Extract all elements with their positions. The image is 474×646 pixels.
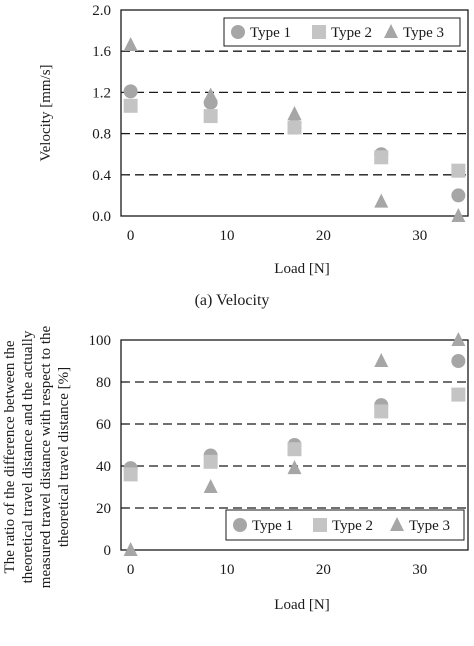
chart-caption: (a) Velocity <box>195 292 270 309</box>
data-point-square <box>451 163 466 178</box>
x-tick-labels: 0 10 20 30 <box>127 562 427 578</box>
x-tick-label: 10 <box>220 562 235 578</box>
data-point-triangle <box>287 106 302 121</box>
data-point-triangle <box>374 193 389 208</box>
y-tick-label: 0 <box>104 543 112 559</box>
data-point-square <box>123 98 138 113</box>
y-tick-label: 40 <box>96 459 111 475</box>
data-point-square <box>451 387 466 402</box>
data-point-triangle <box>203 479 218 493</box>
data-point-circle <box>451 354 466 368</box>
plot-frame <box>120 339 469 551</box>
y-tick-label: 2.0 <box>92 3 111 19</box>
legend-box <box>223 17 461 47</box>
data-point-triangle <box>123 542 138 556</box>
data-point-triangle <box>451 208 466 222</box>
y-tick-label: 100 <box>89 333 112 349</box>
legend: Type 1 Type 2 Type 3 <box>225 509 465 541</box>
data-points <box>123 37 466 222</box>
x-tick-label: 0 <box>127 228 135 244</box>
x-tick-labels: 0 10 20 30 <box>127 228 427 244</box>
legend-marker-circle <box>233 518 247 532</box>
data-point-triangle <box>374 353 389 367</box>
y-axis-label: The ratio of the difference between the … <box>2 325 72 588</box>
legend-label: Type 1 <box>250 25 291 41</box>
data-point-triangle <box>451 332 466 346</box>
legend-label: Type 3 <box>409 518 450 534</box>
y-tick-label: 1.6 <box>92 44 111 60</box>
y-axis-label-line: The ratio of the difference between the <box>2 340 18 573</box>
data-point-square <box>374 150 389 165</box>
y-tick-label: 0.4 <box>92 168 111 184</box>
x-tick-label: 30 <box>412 562 427 578</box>
y-axis-label-line: measured travel distance with respect to… <box>38 325 54 588</box>
legend-label: Type 2 <box>331 25 372 41</box>
data-point-square <box>203 109 218 124</box>
data-point-circle <box>451 188 466 203</box>
legend-marker-triangle <box>384 24 398 38</box>
y-axis-label: Velocity [mm/s] <box>38 64 54 161</box>
legend: Type 1 Type 2 Type 3 <box>223 17 461 47</box>
data-point-square <box>203 454 218 469</box>
data-point-triangle <box>123 37 138 52</box>
data-point-triangle <box>203 87 218 102</box>
data-point-square <box>374 404 389 419</box>
y-axis-label-line: theoretical travel distance [%] <box>56 367 72 547</box>
legend-label: Type 2 <box>332 518 373 534</box>
y-tick-label: 0.8 <box>92 127 111 143</box>
y-tick-label: 1.2 <box>92 85 111 101</box>
legend-marker-triangle <box>390 517 404 531</box>
y-tick-label: 20 <box>96 501 111 517</box>
legend-marker-square <box>312 25 326 39</box>
y-tick-label: 0.0 <box>92 209 111 225</box>
legend-label: Type 1 <box>252 518 293 534</box>
x-tick-label: 0 <box>127 562 135 578</box>
data-point-circle <box>123 84 138 99</box>
data-point-square <box>287 120 302 135</box>
y-tick-labels: 0.0 0.4 0.8 1.2 1.6 2.0 <box>92 3 111 225</box>
legend-marker-square <box>313 518 327 532</box>
x-tick-label: 20 <box>316 228 331 244</box>
legend-box <box>225 509 465 541</box>
data-point-square <box>287 442 302 457</box>
y-axis-label-line: theoretical travel distance and the actu… <box>20 330 36 583</box>
y-tick-labels: 0 20 40 60 80 100 <box>89 333 112 559</box>
legend-label: Type 3 <box>403 25 444 41</box>
x-tick-label: 20 <box>316 562 331 578</box>
data-point-square <box>123 467 138 482</box>
data-point-triangle <box>287 460 302 475</box>
x-tick-label: 10 <box>220 228 235 244</box>
plot-frame <box>120 9 469 217</box>
legend-marker-circle <box>231 25 245 39</box>
data-points <box>123 332 466 556</box>
y-tick-label: 80 <box>96 375 111 391</box>
y-tick-label: 60 <box>96 417 111 433</box>
x-axis-label: Load [N] <box>274 261 329 277</box>
x-axis-label: Load [N] <box>274 597 329 613</box>
x-tick-label: 30 <box>412 228 427 244</box>
